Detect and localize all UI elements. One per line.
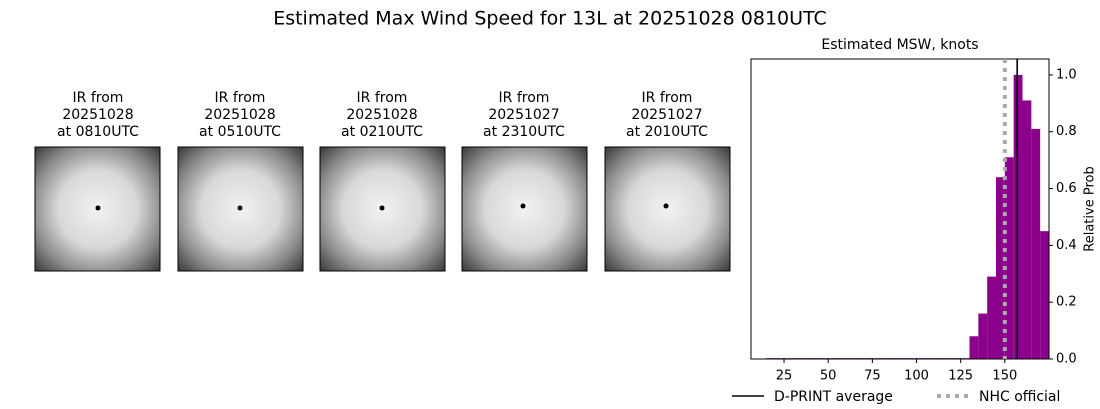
- bar: [1013, 74, 1023, 359]
- bar: [987, 276, 997, 359]
- ir-image: [461, 146, 588, 272]
- panel-label: at 2010UTC: [626, 124, 708, 140]
- panel-label: 20251028: [346, 107, 417, 123]
- panel-label: 20251027: [631, 107, 702, 123]
- panel-label: 20251028: [62, 107, 133, 123]
- bar: [1031, 128, 1041, 359]
- x-tick-label: 75: [864, 369, 881, 384]
- y-tick-label: 0.4: [1056, 238, 1077, 253]
- bar: [969, 336, 979, 359]
- bar: [1004, 157, 1014, 359]
- chart-title: Estimated MSW, knots: [821, 37, 978, 53]
- storm-center: [95, 205, 101, 211]
- panel-label: at 0810UTC: [57, 124, 139, 140]
- panel-label: IR from: [357, 90, 408, 106]
- y-tick-label: 0.6: [1056, 181, 1077, 196]
- storm-center: [520, 203, 526, 209]
- storm-center: [237, 205, 243, 211]
- y-tick-label: 0.8: [1056, 124, 1077, 139]
- x-tick-label: 50: [820, 369, 837, 384]
- y-tick-label: 1.0: [1056, 67, 1077, 82]
- panel-label: IR from: [215, 90, 266, 106]
- panel-label: at 2310UTC: [483, 124, 565, 140]
- y-axis-label: Relative Prob: [1083, 166, 1098, 251]
- bars: [766, 74, 1058, 359]
- panel-label: 20251027: [488, 107, 559, 123]
- legend-label: NHC official: [979, 389, 1060, 405]
- figure-title: Estimated Max Wind Speed for 13L at 2025…: [273, 8, 827, 30]
- panel-label: at 0510UTC: [199, 124, 281, 140]
- storm-center: [379, 205, 385, 211]
- plot-frame: [750, 58, 1050, 360]
- x-tick-label: 125: [948, 369, 973, 384]
- x-tick-label: 100: [904, 369, 929, 384]
- y-tick-label: 0.2: [1056, 295, 1077, 310]
- bar: [1040, 231, 1049, 359]
- panel-label: at 0210UTC: [341, 124, 423, 140]
- panel-label: IR from: [499, 90, 550, 106]
- y-tick-label: 0.0: [1056, 352, 1077, 367]
- panel-label: IR from: [642, 90, 693, 106]
- ir-images: [34, 146, 731, 272]
- bar: [996, 177, 1005, 359]
- panel-label: 20251028: [204, 107, 275, 123]
- storm-center: [663, 203, 669, 209]
- panel-label: IR from: [73, 90, 124, 106]
- legend-label: D-PRINT average: [774, 389, 893, 405]
- ir-image: [604, 146, 731, 272]
- x-tick-label: 25: [776, 369, 793, 384]
- x-tick-label: 150: [992, 369, 1017, 384]
- bar: [1049, 262, 1058, 359]
- bar: [1022, 100, 1032, 359]
- bar: [978, 313, 988, 359]
